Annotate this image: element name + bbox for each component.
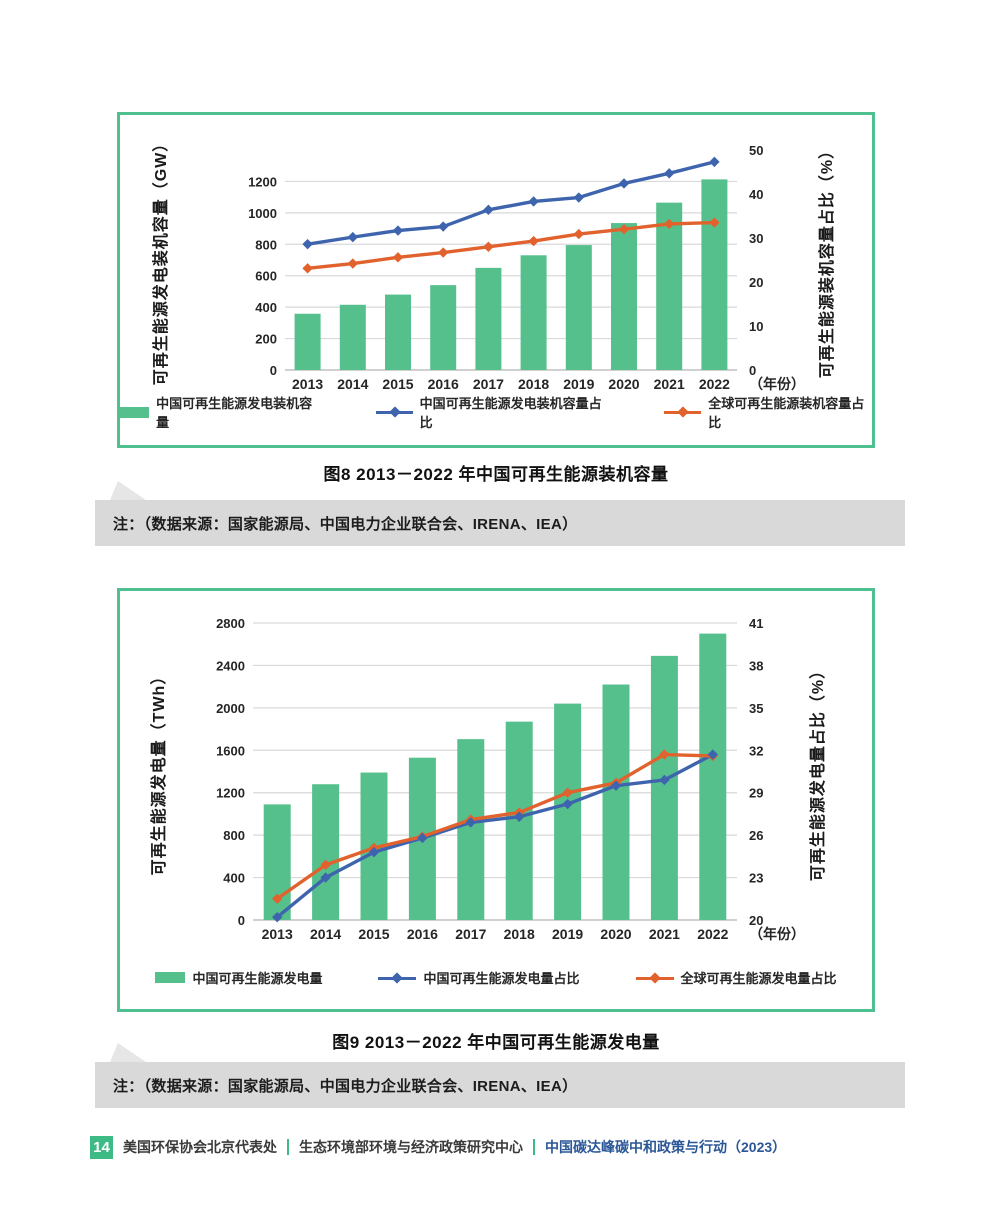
svg-text:2013: 2013: [262, 926, 293, 942]
figure9-chart: 0 400 800 1200 1600 2000 2400 2800 20 23 26 29 32 35 3…: [149, 616, 827, 942]
svg-text:1000: 1000: [248, 206, 277, 221]
figure9-chart-box: 0 400 800 1200 1600 2000 2400 2800 20 23 26 29 32 35 3…: [117, 588, 875, 1012]
svg-text:200: 200: [255, 332, 277, 347]
svg-text:0: 0: [270, 363, 277, 378]
svg-text:0: 0: [749, 363, 756, 378]
footer-separator: [533, 1139, 535, 1155]
svg-text:10: 10: [749, 319, 763, 334]
svg-text:2015: 2015: [382, 376, 413, 392]
svg-text:1200: 1200: [216, 786, 245, 801]
svg-text:2016: 2016: [407, 926, 438, 942]
svg-text:35: 35: [749, 701, 763, 716]
svg-text:1600: 1600: [216, 743, 245, 758]
legend-item-china-share: 中国可再生能源发电装机容量占比: [375, 393, 609, 431]
page-number-badge: 14: [90, 1135, 113, 1159]
svg-text:2020: 2020: [600, 926, 631, 942]
svg-text:20: 20: [749, 275, 763, 290]
svg-text:2400: 2400: [216, 658, 245, 673]
svg-text:800: 800: [255, 237, 277, 252]
line-diamond-swatch-icon: [635, 971, 674, 984]
svg-text:800: 800: [223, 828, 245, 843]
line-diamond-swatch-icon: [375, 406, 413, 418]
footer-separator: [287, 1139, 289, 1155]
legend-label: 中国可再生能源发电量占比: [423, 971, 580, 986]
figure8-legend: 中国可再生能源发电装机容量 中国可再生能源发电装机容量占比 全球可再生能源装机容…: [120, 393, 872, 431]
svg-text:1200: 1200: [248, 174, 277, 189]
svg-text:2019: 2019: [563, 376, 594, 392]
legend-label: 中国可再生能源发电装机容量: [156, 396, 313, 430]
svg-text:可再生能源装机容量占比（%）: 可再生能源装机容量占比（%）: [817, 142, 836, 378]
svg-text:2017: 2017: [455, 926, 486, 942]
figure8-chart-box: 0 200 400 600 800 1000 1200 0 10 20 30 40 50 2013 2014…: [117, 112, 875, 448]
legend-label: 中国可再生能源发电量: [192, 971, 323, 986]
svg-text:2022: 2022: [699, 376, 730, 392]
svg-text:2015: 2015: [358, 926, 389, 942]
footer-org2: 生态环境部环境与经济政策研究中心: [299, 1139, 523, 1155]
svg-text:2022: 2022: [697, 926, 728, 942]
line-diamond-swatch-icon: [664, 406, 702, 418]
svg-text:2800: 2800: [216, 616, 245, 631]
figure9-legend: 中国可再生能源发电量 中国可再生能源发电量占比 全球可再生能源发电量占比: [120, 968, 872, 987]
legend-item-global-share: 全球可再生能源发电量占比: [635, 968, 837, 987]
svg-text:2018: 2018: [518, 376, 549, 392]
svg-text:50: 50: [749, 143, 763, 158]
bar-swatch-icon: [155, 972, 186, 983]
figure9-caption: 图9 2013－2022 年中国可再生能源发电量: [332, 1033, 660, 1052]
footer-report-title: 中国碳达峰碳中和政策与行动（2023）: [545, 1139, 787, 1155]
svg-text:可再生能源发电装机容量（GW）: 可再生能源发电装机容量（GW）: [151, 135, 170, 386]
svg-text:2014: 2014: [337, 376, 368, 392]
svg-text:20: 20: [749, 913, 763, 928]
legend-item-china-share: 中国可再生能源发电量占比: [378, 968, 580, 987]
figure9-note-text: 注：（数据来源：国家能源局、中国电力企业联合会、IRENA、IEA）: [113, 1077, 578, 1095]
svg-text:2014: 2014: [310, 926, 341, 942]
svg-text:2020: 2020: [608, 376, 639, 392]
line-diamond-swatch-icon: [378, 971, 417, 984]
svg-text:2016: 2016: [428, 376, 459, 392]
svg-text:2013: 2013: [292, 376, 323, 392]
svg-text:40: 40: [749, 187, 763, 202]
svg-text:600: 600: [255, 269, 277, 284]
svg-text:0: 0: [238, 913, 245, 928]
figure8-note-band: 注：（数据来源：国家能源局、中国电力企业联合会、IRENA、IEA）: [95, 481, 905, 546]
svg-text:23: 23: [749, 871, 763, 886]
svg-text:可再生能源发电量占比（%）: 可再生能源发电量占比（%）: [808, 662, 827, 881]
svg-text:400: 400: [255, 300, 277, 315]
svg-text:32: 32: [749, 743, 763, 758]
svg-text:38: 38: [749, 658, 763, 673]
svg-text:2000: 2000: [216, 701, 245, 716]
legend-label: 中国可再生能源发电装机容量占比: [419, 396, 602, 430]
bar-swatch-icon: [120, 406, 150, 418]
svg-text:29: 29: [749, 786, 763, 801]
page-footer: 14 美国环保协会北京代表处 生态环境部环境与经济政策研究中心 中国碳达峰碳中和…: [90, 1135, 905, 1159]
legend-item-global-share: 全球可再生能源装机容量占比: [664, 393, 872, 431]
svg-text:2021: 2021: [649, 926, 680, 942]
svg-text:2019: 2019: [552, 926, 583, 942]
svg-text:26: 26: [749, 828, 763, 843]
svg-text:2017: 2017: [473, 376, 504, 392]
svg-text:可再生能源发电量（TWh）: 可再生能源发电量（TWh）: [149, 668, 168, 876]
footer-org1: 美国环保协会北京代表处: [123, 1139, 277, 1155]
svg-text:41: 41: [749, 616, 763, 631]
svg-text:（年份）: （年份）: [749, 376, 805, 392]
legend-label: 全球可再生能源发电量占比: [680, 971, 837, 986]
svg-text:400: 400: [223, 871, 245, 886]
svg-text:2021: 2021: [654, 376, 685, 392]
legend-item-bar: 中国可再生能源发电装机容量: [120, 393, 320, 431]
legend-item-bar: 中国可再生能源发电量: [155, 968, 322, 987]
figure8-caption: 图8 2013－2022 年中国可再生能源装机容量: [323, 465, 669, 484]
figure9-note-band: 注：（数据来源：国家能源局、中国电力企业联合会、IRENA、IEA）: [95, 1043, 905, 1108]
figure8-note-text: 注：（数据来源：国家能源局、中国电力企业联合会、IRENA、IEA）: [113, 515, 578, 533]
legend-label: 全球可再生能源装机容量占比: [708, 396, 865, 430]
figure8-chart: 0 200 400 600 800 1000 1200 0 10 20 30 40 50 2013 2014…: [151, 135, 836, 392]
svg-text:30: 30: [749, 231, 763, 246]
svg-text:（年份）: （年份）: [749, 926, 805, 942]
svg-text:2018: 2018: [504, 926, 535, 942]
